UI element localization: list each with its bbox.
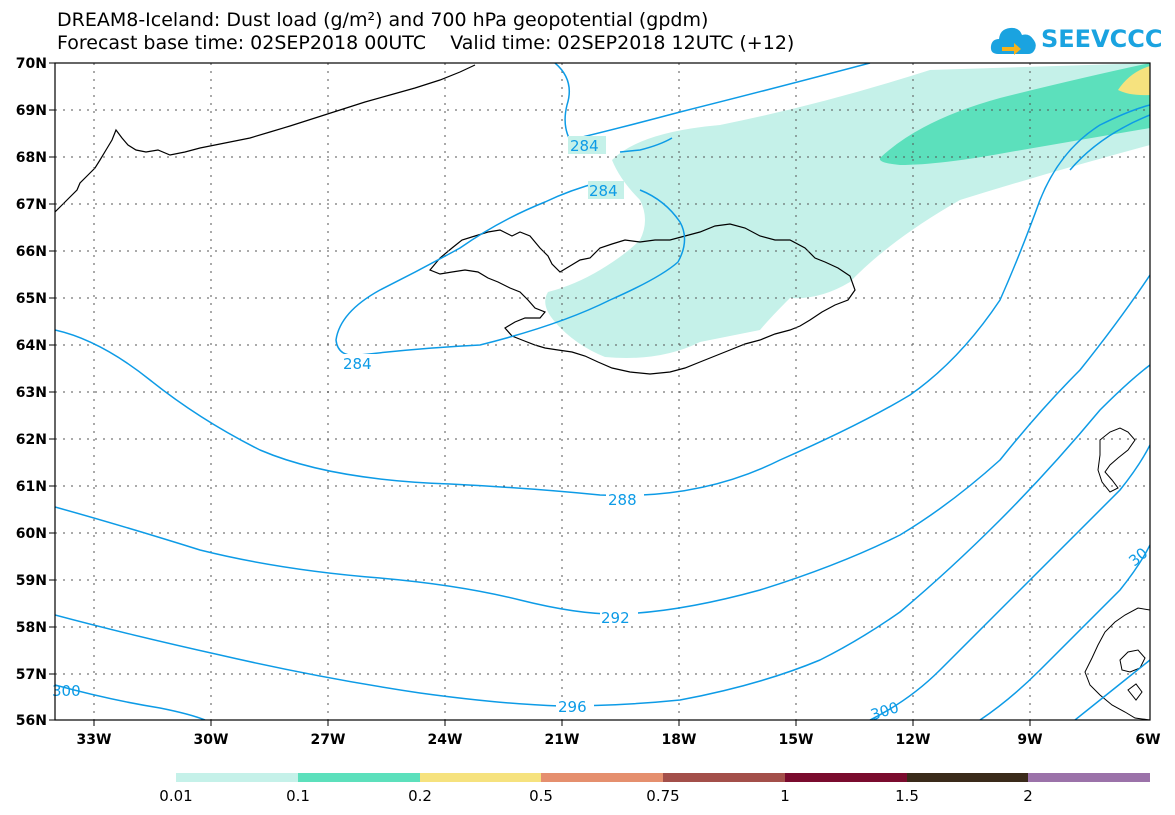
colorbar-segment [176, 773, 298, 782]
seevccc-logo: SEEVCCC [988, 20, 1170, 60]
map-title: DREAM8-Iceland: Dust load (g/m²) and 700… [57, 9, 709, 31]
contour-label: 30 [1125, 544, 1151, 570]
faroe-islands [1097, 427, 1136, 493]
iceland-coastline [429, 223, 856, 375]
lat-label: 67N [16, 197, 47, 213]
lon-label: 27W [311, 732, 346, 748]
contour-label: 284 [589, 182, 618, 200]
logo-text: SEEVCCC [1041, 25, 1163, 53]
colorbar-segment [907, 773, 1028, 782]
lat-label: 65N [16, 291, 47, 307]
contour-300-west [55, 684, 206, 720]
colorbar-segment [663, 773, 785, 782]
lat-label: 64N [16, 338, 47, 354]
colorbar-label: 1.5 [895, 787, 919, 805]
lon-label: 33W [77, 732, 112, 748]
lat-label: 58N [16, 620, 47, 636]
axis-ticks [49, 62, 1031, 726]
colorbar-label: 0.1 [286, 787, 310, 805]
contour-292 [55, 274, 1150, 615]
hebrides-islands [1119, 649, 1146, 701]
lat-label: 56N [16, 713, 47, 729]
contour-288 [55, 104, 1150, 497]
colorbar-segment [298, 773, 420, 782]
colorbar [176, 773, 1150, 782]
lat-label: 66N [16, 244, 47, 260]
lat-label: 69N [16, 103, 47, 119]
lon-label: 30W [194, 732, 229, 748]
map-grid [55, 63, 1150, 720]
contour-296 [55, 364, 1150, 707]
contour-label: 288 [608, 491, 637, 509]
greenland-coastline [55, 64, 476, 213]
lat-label: 68N [16, 150, 47, 166]
dust-region-high [1118, 66, 1150, 96]
contour-304 [979, 544, 1150, 720]
contour-288-east [1069, 114, 1150, 171]
geopotential-contours [55, 63, 1150, 720]
lat-label: 63N [16, 385, 47, 401]
lat-label: 61N [16, 479, 47, 495]
lat-label: 60N [16, 526, 47, 542]
lat-label: 62N [16, 432, 47, 448]
contour-label: 284 [570, 137, 599, 155]
dust-region-mid [879, 63, 1150, 165]
colorbar-segment [785, 773, 907, 782]
scotland-coastline [1084, 607, 1150, 720]
contour-label: 292 [601, 609, 630, 627]
colorbar-label: 0.75 [646, 787, 679, 805]
lon-label: 6W [1135, 732, 1160, 748]
colorbar-segment [541, 773, 663, 782]
colorbar-label: 0.2 [408, 787, 432, 805]
colorbar-label: 0.01 [159, 787, 192, 805]
lon-label: 9W [1017, 732, 1042, 748]
lon-label: 18W [662, 732, 697, 748]
contour-284-north [554, 63, 871, 141]
contour-label: 300 [52, 682, 81, 700]
colorbar-segment [1028, 773, 1150, 782]
colorbar-label: 0.5 [529, 787, 553, 805]
contour-284-iceland [619, 137, 673, 153]
contour-label: 284 [343, 355, 372, 373]
lat-label: 59N [16, 573, 47, 589]
colorbar-segment [420, 773, 541, 782]
forecast-time-info: Forecast base time: 02SEP2018 00UTC Vali… [57, 32, 795, 54]
lat-label: 70N [16, 56, 47, 72]
lon-label: 24W [428, 732, 463, 748]
lon-label: 21W [545, 732, 580, 748]
colorbar-label: 2 [1023, 787, 1033, 805]
cloud-icon [990, 27, 1036, 55]
contour-308 [1074, 659, 1150, 720]
contour-300-east [869, 444, 1150, 720]
colorbar-label: 1 [780, 787, 790, 805]
contour-label: 296 [558, 698, 587, 716]
lon-label: 12W [896, 732, 931, 748]
lat-label: 57N [16, 667, 47, 683]
lon-label: 15W [779, 732, 814, 748]
